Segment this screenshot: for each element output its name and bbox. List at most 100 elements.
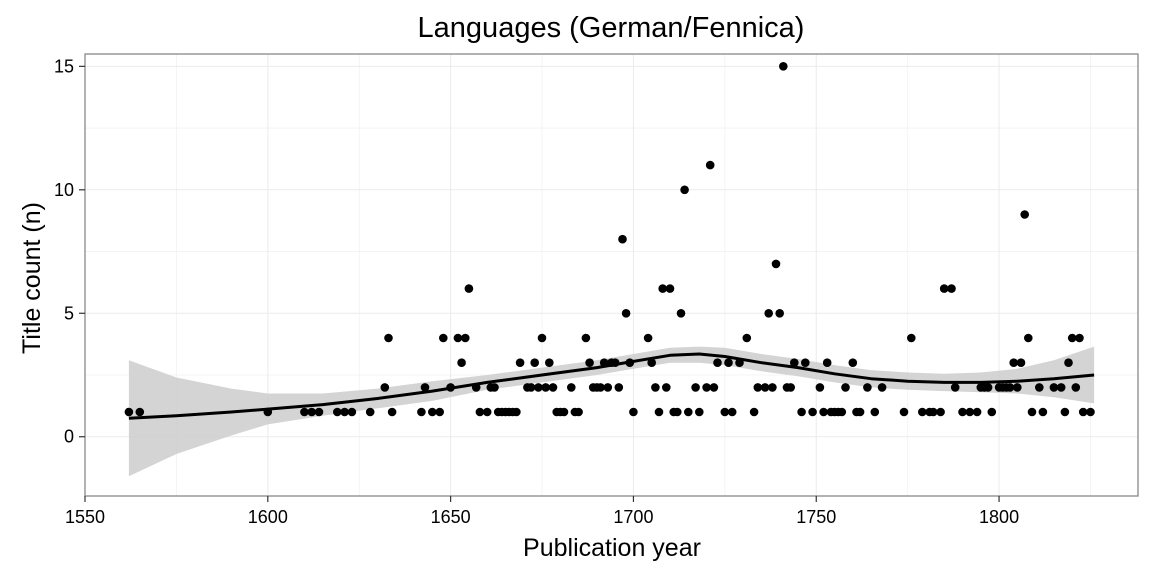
data-point (534, 383, 543, 392)
data-point (490, 383, 499, 392)
data-point (1016, 358, 1026, 368)
data-point (464, 284, 474, 293)
data-point (621, 309, 631, 318)
data-point (863, 383, 872, 392)
data-point (1005, 383, 1015, 392)
data-points (124, 62, 1095, 417)
data-point (819, 407, 828, 417)
data-point (1071, 383, 1081, 392)
data-point (574, 407, 583, 417)
data-point (1078, 407, 1088, 417)
y-tick-label: 0 (64, 427, 74, 447)
panel-border (84, 53, 1139, 497)
data-point (333, 407, 342, 417)
data-point (651, 383, 660, 392)
data-point (585, 358, 594, 368)
data-point (526, 383, 536, 392)
data-point (676, 309, 686, 318)
data-point (439, 333, 448, 343)
data-point (461, 333, 470, 343)
data-point (822, 358, 832, 368)
data-point (837, 407, 847, 417)
data-point (936, 407, 945, 417)
data-point (713, 358, 722, 368)
data-point (567, 383, 576, 392)
data-point (665, 284, 675, 293)
data-point (530, 358, 539, 368)
data-point (435, 407, 445, 417)
data-point (950, 383, 960, 392)
data-point (684, 407, 693, 417)
data-point (420, 383, 430, 392)
data-point (753, 383, 763, 392)
data-point (1013, 383, 1022, 392)
data-point (779, 62, 788, 71)
data-point (709, 383, 719, 392)
data-point (1049, 383, 1059, 392)
data-point (596, 383, 605, 392)
x-tick-label: 1700 (613, 507, 653, 527)
data-point (695, 407, 704, 417)
data-point (987, 407, 997, 417)
data-point (848, 358, 858, 368)
data-point (428, 407, 437, 417)
data-point (647, 358, 656, 368)
data-point (365, 407, 375, 417)
x-axis: 1550 1600 1650 1700 1750 1800 (65, 496, 1019, 527)
data-point (877, 383, 887, 392)
data-point (537, 333, 547, 343)
x-tick-label: 1600 (248, 507, 288, 527)
data-point (1035, 383, 1044, 392)
data-point (124, 407, 134, 417)
data-point (307, 407, 317, 417)
y-axis: 0 5 10 15 (54, 56, 85, 447)
data-point (340, 407, 349, 417)
data-point (855, 407, 865, 417)
data-point (1038, 407, 1048, 417)
data-point (939, 284, 949, 293)
data-point (808, 407, 817, 417)
smooth-trend-line (128, 352, 1095, 420)
data-point (512, 407, 521, 417)
x-axis-title: Publication year (523, 534, 701, 562)
data-point (654, 407, 664, 417)
data-point (1020, 210, 1029, 219)
data-point (841, 383, 850, 392)
y-tick-label: 5 (64, 303, 74, 323)
data-point (1009, 358, 1018, 368)
data-point (384, 333, 393, 343)
data-point (457, 358, 466, 368)
data-point (548, 383, 558, 392)
data-point (515, 358, 525, 368)
data-point (786, 383, 795, 392)
data-point (705, 160, 715, 170)
data-point (347, 407, 357, 417)
data-point (1027, 407, 1037, 417)
data-point (907, 333, 916, 343)
data-point (1086, 407, 1095, 417)
y-tick-label: 15 (54, 56, 74, 76)
data-point (764, 309, 773, 318)
data-point (972, 407, 982, 417)
data-point (965, 407, 975, 417)
data-point (775, 309, 784, 318)
data-point (673, 407, 682, 417)
data-point (760, 383, 770, 392)
data-point (724, 358, 733, 368)
data-point (1024, 333, 1033, 343)
data-point (300, 407, 309, 417)
data-point (929, 407, 938, 417)
data-point (629, 407, 638, 417)
data-point (870, 407, 880, 417)
data-point (749, 407, 759, 417)
data-point (727, 407, 737, 417)
x-tick-label: 1550 (65, 507, 105, 527)
data-point (545, 358, 554, 368)
data-point (380, 383, 390, 392)
data-point (1064, 358, 1073, 368)
x-tick-label: 1800 (979, 507, 1019, 527)
data-point (135, 407, 145, 417)
data-point (983, 383, 993, 392)
data-point (1056, 383, 1066, 392)
